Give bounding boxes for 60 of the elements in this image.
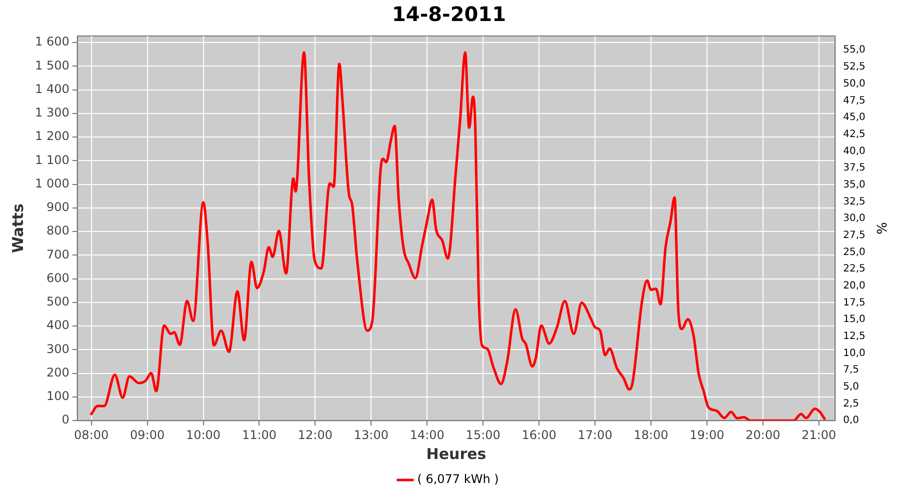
x-tick-label: 09:00 bbox=[130, 428, 165, 442]
y2-tick-label: 7,5 bbox=[843, 364, 860, 376]
x-tick-label: 13:00 bbox=[354, 428, 388, 442]
x-tick-label: 15:00 bbox=[466, 428, 500, 442]
y-tick-label: 1 400 bbox=[34, 82, 70, 96]
x-tick-label: 08:00 bbox=[74, 428, 109, 442]
y2-tick-label: 30,0 bbox=[843, 213, 866, 224]
x-axis-title: Heures bbox=[426, 444, 486, 463]
x-tick-label: 19:00 bbox=[690, 428, 724, 442]
y-tick-label: 400 bbox=[46, 318, 70, 332]
y-tick-label: 700 bbox=[46, 247, 70, 262]
y2-tick-label: 47,5 bbox=[843, 95, 866, 106]
y2-tick-label: 55,0 bbox=[843, 44, 866, 56]
y-tick-label: 300 bbox=[46, 342, 70, 356]
y2-tick-label: 2,5 bbox=[843, 398, 860, 410]
y-tick-label: 1 200 bbox=[34, 129, 70, 144]
y2-tick-label: 15,0 bbox=[843, 314, 866, 326]
y-axis-title: Watts bbox=[8, 204, 27, 254]
x-tick-label: 20:00 bbox=[746, 428, 780, 442]
x-tick-label: 10:00 bbox=[186, 428, 221, 442]
x-tick-label: 16:00 bbox=[522, 428, 556, 442]
y2-axis-title: % bbox=[872, 222, 888, 234]
y2-tick-label: 10,0 bbox=[843, 348, 866, 359]
y-tick-label: 800 bbox=[46, 224, 70, 238]
x-tick-label: 12:00 bbox=[298, 428, 333, 442]
y2-tick-label: 5,0 bbox=[843, 382, 860, 393]
line-series bbox=[90, 51, 826, 421]
y-tick-label: 1 000 bbox=[34, 176, 70, 190]
x-tick-label: 14:00 bbox=[410, 428, 444, 442]
y-tick-label: 1 600 bbox=[34, 34, 70, 49]
x-tick-label: 18:00 bbox=[634, 428, 668, 442]
y-tick-label: 1 300 bbox=[34, 106, 70, 120]
y2-tick-label: 12,5 bbox=[843, 331, 866, 342]
y2-tick-label: 27,5 bbox=[843, 230, 866, 241]
y2-tick-label: 45,0 bbox=[843, 112, 866, 124]
y-tick-label: 1 500 bbox=[34, 58, 70, 72]
y-tick-label: 0 bbox=[62, 412, 70, 427]
y2-tick-label: 52,5 bbox=[843, 62, 866, 73]
y-tick-label: 600 bbox=[46, 270, 70, 285]
y2-tick-label: 42,5 bbox=[843, 128, 866, 140]
y2-tick-label: 32,5 bbox=[843, 196, 866, 208]
y-tick-label: 1 100 bbox=[34, 152, 70, 167]
x-tick-label: 21:00 bbox=[802, 428, 836, 442]
chart-title: 14-8-2011 bbox=[392, 2, 506, 26]
y2-tick-label: 25,0 bbox=[843, 246, 866, 258]
y-tick-label: 900 bbox=[46, 200, 70, 214]
y-tick-label: 100 bbox=[46, 389, 70, 404]
y2-tick-label: 0,0 bbox=[843, 415, 860, 426]
y2-tick-label: 40,0 bbox=[843, 146, 866, 157]
y-tick-label: 500 bbox=[46, 294, 70, 309]
y2-tick-label: 37,5 bbox=[843, 162, 866, 174]
y2-tick-label: 50,0 bbox=[843, 78, 866, 90]
x-tick-label: 17:00 bbox=[578, 428, 612, 442]
y-tick-label: 200 bbox=[46, 365, 70, 380]
y2-tick-label: 22,5 bbox=[843, 264, 866, 275]
y2-tick-label: 17,5 bbox=[843, 297, 866, 308]
y2-tick-label: 20,0 bbox=[843, 280, 866, 292]
x-tick-label: 11:00 bbox=[242, 428, 277, 442]
y2-tick-label: 35,0 bbox=[843, 179, 866, 190]
legend-label: ( 6,077 kWh ) bbox=[417, 472, 499, 486]
